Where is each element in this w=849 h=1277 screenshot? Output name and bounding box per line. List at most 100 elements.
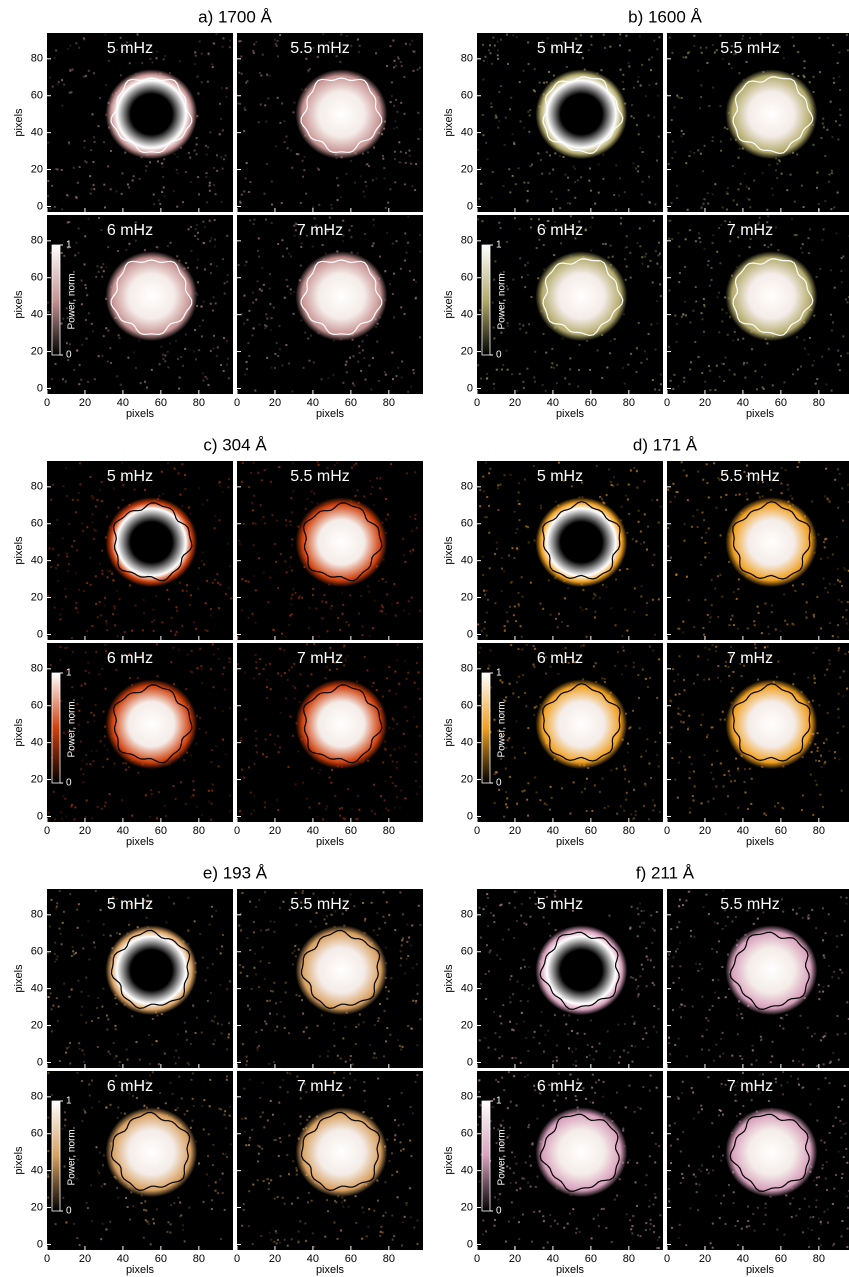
colorbar-tick-label: 1	[496, 668, 502, 679]
speckle-pixel	[56, 83, 59, 86]
speckle-pixel	[355, 1026, 358, 1029]
speckle-pixel	[631, 818, 634, 821]
speckle-pixel	[836, 535, 839, 538]
speckle-pixel	[67, 359, 70, 362]
speckle-pixel	[60, 811, 63, 814]
speckle-pixel	[91, 113, 94, 116]
speckle-pixel	[399, 891, 402, 894]
speckle-pixel	[218, 519, 221, 522]
speckle-pixel	[254, 389, 257, 392]
speckle-pixel	[237, 102, 240, 105]
speckle-pixel	[106, 360, 109, 363]
panel-label: 6 mHz	[107, 222, 153, 239]
speckle-pixel	[764, 363, 767, 366]
speckle-pixel	[407, 215, 410, 218]
speckle-pixel	[47, 1072, 50, 1075]
speckle-pixel	[264, 522, 267, 525]
speckle-pixel	[336, 1237, 339, 1240]
speckle-pixel	[249, 219, 252, 222]
speckle-pixel	[498, 788, 501, 791]
speckle-pixel	[258, 658, 261, 661]
speckle-pixel	[90, 322, 93, 325]
umbra-contour	[110, 929, 191, 1010]
speckle-pixel	[324, 252, 327, 255]
speckle-pixel	[828, 180, 831, 183]
speckle-pixel	[243, 322, 246, 325]
speckle-pixel	[493, 921, 496, 924]
speckle-pixel	[506, 322, 509, 325]
speckle-pixel	[633, 467, 636, 470]
speckle-pixel	[85, 161, 88, 164]
speckle-pixel	[87, 312, 90, 315]
speckle-pixel	[386, 593, 389, 596]
speckle-pixel	[216, 573, 219, 576]
speckle-pixel	[732, 591, 735, 594]
speckle-pixel	[89, 583, 92, 586]
speckle-pixel	[273, 1139, 276, 1142]
speckle-pixel	[388, 914, 391, 917]
speckle-pixel	[516, 802, 519, 805]
speckle-pixel	[416, 68, 419, 71]
speckle-pixel	[198, 1162, 201, 1165]
speckle-pixel	[628, 65, 631, 68]
speckle-pixel	[589, 226, 592, 229]
speckle-pixel	[593, 592, 596, 595]
speckle-pixel	[52, 1004, 55, 1007]
speckle-pixel	[846, 687, 849, 690]
speckle-pixel	[258, 323, 261, 326]
speckle-pixel	[209, 302, 212, 305]
speckle-pixel	[281, 364, 284, 367]
speckle-pixel	[414, 471, 417, 474]
speckle-pixel	[103, 183, 106, 186]
speckle-pixel	[197, 92, 200, 95]
speckle-pixel	[102, 1154, 105, 1157]
speckle-pixel	[820, 754, 823, 757]
speckle-pixel	[580, 645, 583, 648]
speckle-pixel	[297, 948, 300, 951]
y-tick-label: 80	[31, 663, 43, 675]
speckle-pixel	[271, 203, 274, 206]
speckle-pixel	[497, 57, 500, 60]
speckle-pixel	[54, 818, 57, 821]
speckle-pixel	[415, 999, 418, 1002]
speckle-pixel	[274, 42, 277, 45]
speckle-pixel	[341, 612, 344, 615]
speckle-pixel	[537, 152, 540, 155]
speckle-pixel	[493, 44, 496, 47]
speckle-pixel	[351, 382, 354, 385]
speckle-pixel	[656, 696, 659, 699]
speckle-pixel	[155, 57, 158, 60]
speckle-pixel	[283, 1122, 286, 1125]
speckle-pixel	[659, 266, 662, 269]
speckle-pixel	[394, 120, 397, 123]
speckle-pixel	[643, 804, 646, 807]
speckle-pixel	[767, 625, 770, 628]
speckle-pixel	[403, 112, 406, 115]
speckle-pixel	[177, 472, 180, 475]
speckle-pixel	[560, 787, 563, 790]
speckle-pixel	[678, 245, 681, 248]
speckle-pixel	[93, 141, 96, 144]
speckle-pixel	[414, 517, 417, 520]
speckle-pixel	[791, 584, 794, 587]
speckle-pixel	[404, 42, 407, 45]
speckle-pixel	[206, 499, 209, 502]
speckle-pixel	[527, 110, 530, 113]
speckle-pixel	[405, 957, 408, 960]
speckle-pixel	[295, 1169, 298, 1172]
speckle-pixel	[759, 33, 762, 36]
speckle-pixel	[716, 676, 719, 679]
speckle-pixel	[140, 1083, 143, 1086]
speckle-pixel	[286, 285, 289, 288]
speckle-pixel	[156, 50, 159, 53]
x-axis-label: pixels	[746, 408, 775, 420]
speckle-pixel	[537, 896, 540, 899]
speckle-pixel	[670, 700, 673, 703]
speckle-pixel	[530, 296, 533, 299]
speckle-pixel	[708, 105, 711, 108]
speckle-pixel	[290, 497, 293, 500]
speckle-pixel	[104, 596, 107, 599]
speckle-pixel	[526, 199, 529, 202]
x-tick-label: 60	[585, 825, 597, 837]
speckle-pixel	[121, 498, 124, 501]
